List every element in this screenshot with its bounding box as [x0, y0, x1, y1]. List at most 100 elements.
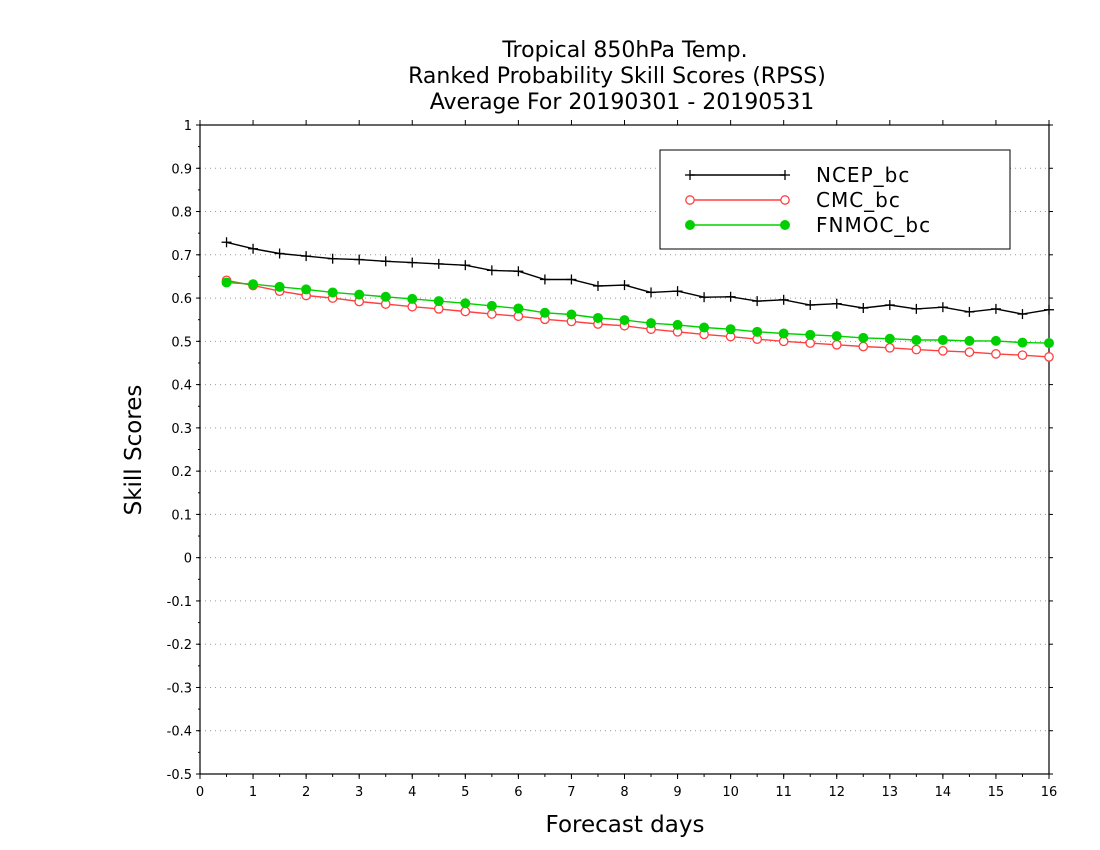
data-point [938, 346, 948, 356]
y-tick-label: 0.8 [171, 206, 192, 221]
data-point [274, 248, 285, 259]
data-point [301, 251, 312, 262]
data-point [752, 326, 763, 337]
data-point [354, 254, 365, 265]
data-point [805, 329, 816, 340]
series-line [226, 241, 1050, 315]
data-point [884, 299, 895, 310]
chart-title: Tropical 850hPa Temp. Ranked Probability… [408, 38, 826, 115]
data-point [327, 287, 338, 298]
y-tick-label: -0.1 [167, 595, 192, 610]
y-tick-label: 0.5 [171, 335, 192, 350]
legend-entry: FNMOC_bc [685, 213, 930, 237]
data-point [407, 293, 418, 304]
data-point [725, 291, 736, 302]
data-point [301, 284, 312, 295]
y-tick-label: 0.9 [171, 162, 192, 177]
x-axis-label: Forecast days [546, 812, 705, 838]
data-point [274, 281, 285, 292]
data-point [752, 296, 763, 307]
data-point [725, 324, 736, 335]
data-point [672, 319, 683, 330]
x-tick-label: 13 [882, 785, 899, 800]
x-tick-label: 1 [249, 785, 257, 800]
data-point [964, 306, 975, 317]
data-point [805, 299, 816, 310]
data-point [592, 280, 603, 291]
data-point [248, 243, 259, 254]
data-point [221, 277, 232, 288]
axes [196, 120, 1053, 779]
data-point [619, 315, 630, 326]
data-point [964, 347, 975, 357]
data-point [884, 342, 895, 353]
data-point [991, 349, 1001, 359]
data-point [858, 303, 869, 314]
x-tick-label: 5 [461, 785, 469, 800]
data-point [486, 265, 497, 276]
data-point [566, 309, 577, 320]
data-point [380, 256, 391, 267]
data-point [990, 335, 1001, 346]
data-point [248, 279, 259, 290]
x-tick-label: 2 [302, 785, 310, 800]
data-point [858, 332, 869, 343]
x-tick-label: 15 [988, 785, 1005, 800]
y-tick-label: 0.4 [171, 379, 192, 394]
data-point [486, 300, 497, 311]
x-tick-label: 3 [355, 785, 363, 800]
data-point [407, 257, 418, 268]
y-tick-label: 0.7 [171, 249, 192, 264]
data-point [380, 291, 391, 302]
data-point [460, 298, 471, 309]
legend-label: NCEP_bc [816, 163, 910, 187]
x-tick-label: 11 [775, 785, 792, 800]
x-tick-label: 8 [620, 785, 628, 800]
data-point [646, 318, 657, 329]
data-point [699, 322, 710, 333]
legend-entry: CMC_bc [685, 188, 901, 212]
y-tick-label: 0.2 [171, 465, 192, 480]
legend-marker-end [780, 195, 790, 205]
data-point [1044, 352, 1054, 362]
data-point [460, 306, 471, 317]
data-point [778, 328, 789, 339]
data-point [539, 307, 550, 318]
data-point [699, 292, 710, 303]
legend-marker-end [780, 220, 790, 230]
legend-entry: NCEP_bc [685, 163, 910, 187]
y-tick-label: 0.6 [171, 292, 192, 307]
data-point [460, 260, 471, 271]
series-ncep-bc [221, 237, 1054, 320]
data-point [990, 303, 1001, 314]
x-tick-label: 12 [828, 785, 845, 800]
y-tick-label: -0.5 [167, 768, 192, 783]
plot-frame [199, 124, 1050, 775]
legend-marker-start [685, 170, 695, 180]
data-point [433, 296, 444, 307]
legend-label: CMC_bc [816, 188, 901, 212]
x-tick-label: 16 [1041, 785, 1058, 800]
data-point [884, 333, 895, 344]
legend-marker-start [685, 220, 695, 230]
data-point [911, 303, 922, 314]
data-point [619, 280, 630, 291]
y-tick-label: -0.2 [167, 638, 192, 653]
data-point [1044, 338, 1054, 349]
title-line-1: Tropical 850hPa Temp. [501, 38, 747, 63]
x-tick-label: 7 [567, 785, 575, 800]
x-tick-label: 9 [673, 785, 681, 800]
y-tick-label: 0.3 [171, 422, 192, 437]
data-point [354, 289, 365, 300]
x-tick-label: 0 [196, 785, 204, 800]
tick-labels: 1 0.9 0.8 0.7 0.6 0.5 0.4 0.3 0.2 0.1 0 -0.1 -0.2 -0.… [167, 119, 1058, 800]
data-point [911, 335, 922, 346]
y-tick-label: 1 [184, 119, 192, 134]
y-axis-label: Skill Scores [121, 385, 147, 516]
data-point [539, 274, 550, 285]
title-line-2: Ranked Probability Skill Scores (RPSS) [408, 64, 826, 89]
data-point [592, 312, 603, 323]
series-fnmoc-bc [221, 277, 1054, 349]
data-point [646, 287, 657, 298]
data-point [911, 344, 922, 355]
